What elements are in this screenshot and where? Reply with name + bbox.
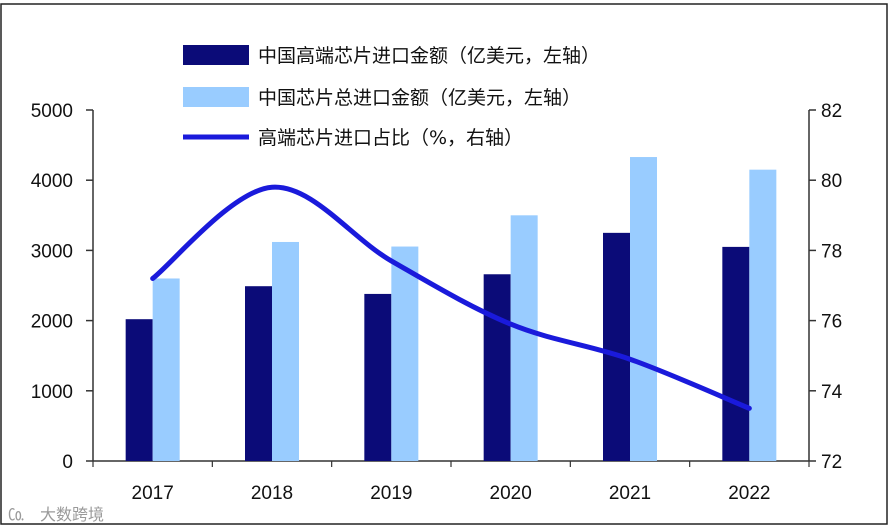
left-tick-label: 2000 — [31, 312, 73, 333]
bar-total-import — [272, 241, 299, 461]
x-tick-label: 2019 — [370, 483, 412, 504]
bar-total-import — [510, 215, 538, 461]
right-tick-label: 78 — [821, 241, 842, 262]
chart-border — [0, 3, 888, 525]
bar-high-end-import — [722, 246, 750, 461]
left-tick-label: 0 — [62, 452, 73, 473]
right-tick-label: 82 — [821, 101, 842, 122]
legend: 中国高端芯片进口金额（亿美元，左轴） 中国芯片总进口金额（亿美元，左轴） 高端芯片进… — [183, 45, 600, 149]
legend-swatch — [183, 45, 249, 65]
right-tick-label: 76 — [821, 312, 842, 333]
left-tick-label: 3000 — [31, 241, 73, 262]
bar-high-end-import — [245, 286, 272, 461]
legend-label: 高端芯片进口占比（%，右轴） — [258, 127, 523, 149]
x-tick-label: 2018 — [251, 483, 293, 504]
bar-high-end-import — [483, 274, 511, 461]
legend-swatch — [183, 87, 249, 107]
bar-high-end-import — [364, 293, 392, 461]
legend-label: 中国芯片总进口金额（亿美元，左轴） — [258, 87, 581, 109]
left-tick-label: 4000 — [31, 171, 73, 192]
right-tick-label: 80 — [821, 171, 842, 192]
watermark: ㏇ 大数跨境 — [8, 505, 104, 524]
bar-high-end-import — [603, 232, 630, 461]
x-tick-label: 2020 — [490, 483, 532, 504]
axes-group: 0 1000 2000 3000 4000 5000 72 74 76 78 80 82 2017 201… — [31, 101, 843, 504]
bars-group — [125, 157, 777, 462]
bar-total-import — [749, 169, 777, 462]
watermark-logo-icon: ㏇ — [8, 505, 24, 524]
left-tick-label: 1000 — [31, 382, 73, 403]
bar-high-end-import — [125, 319, 153, 461]
right-tick-label: 72 — [821, 452, 842, 473]
right-tick-label: 74 — [821, 382, 843, 403]
bar-total-import — [630, 157, 657, 461]
x-tick-label: 2022 — [728, 483, 770, 504]
left-tick-label: 5000 — [31, 101, 73, 122]
share-line-series — [150, 184, 752, 411]
watermark-text: 大数跨境 — [40, 505, 104, 524]
x-tick-label: 2017 — [132, 483, 174, 504]
line-group — [150, 184, 752, 411]
x-tick-label: 2021 — [609, 483, 651, 504]
legend-label: 中国高端芯片进口金额（亿美元，左轴） — [258, 45, 600, 67]
bar-total-import — [152, 278, 180, 461]
bar-total-import — [391, 246, 419, 461]
